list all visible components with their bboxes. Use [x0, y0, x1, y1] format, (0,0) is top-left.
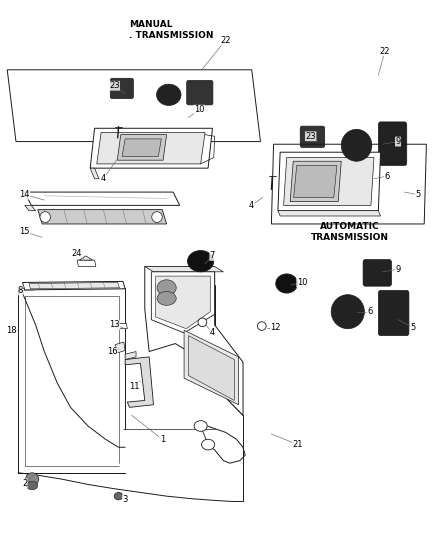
Text: 14: 14 [19, 190, 30, 199]
Ellipse shape [152, 212, 162, 222]
Ellipse shape [258, 322, 266, 330]
Text: 5: 5 [415, 190, 420, 199]
Polygon shape [184, 330, 239, 405]
Polygon shape [25, 192, 180, 205]
Polygon shape [151, 272, 215, 333]
Text: 10: 10 [194, 105, 205, 114]
Text: 4: 4 [101, 174, 106, 183]
Text: 2: 2 [22, 479, 27, 488]
Text: AUTOMATIC
TRANSMISSION: AUTOMATIC TRANSMISSION [311, 222, 389, 241]
Ellipse shape [157, 280, 176, 296]
Polygon shape [278, 152, 381, 211]
Polygon shape [278, 211, 381, 216]
Polygon shape [22, 281, 125, 290]
Ellipse shape [331, 295, 364, 329]
Text: 11: 11 [129, 382, 139, 391]
Text: 22: 22 [220, 36, 231, 45]
Ellipse shape [201, 439, 215, 450]
Ellipse shape [40, 212, 50, 222]
Polygon shape [97, 133, 205, 164]
Text: 18: 18 [6, 326, 17, 335]
Polygon shape [90, 168, 99, 179]
Text: 4: 4 [210, 328, 215, 337]
Text: 23: 23 [109, 81, 120, 90]
Text: 8: 8 [18, 286, 23, 295]
Polygon shape [79, 256, 92, 260]
Text: 21: 21 [292, 440, 303, 449]
Ellipse shape [341, 130, 372, 161]
Text: 6: 6 [367, 307, 372, 316]
Polygon shape [155, 276, 210, 329]
Polygon shape [29, 282, 120, 289]
Ellipse shape [276, 274, 297, 293]
Text: 5: 5 [411, 323, 416, 332]
Text: 22: 22 [380, 47, 390, 55]
Polygon shape [115, 342, 125, 353]
Text: 3: 3 [123, 495, 128, 504]
Text: 15: 15 [19, 228, 30, 237]
FancyBboxPatch shape [378, 122, 407, 165]
FancyBboxPatch shape [378, 290, 409, 336]
FancyBboxPatch shape [363, 260, 392, 286]
Ellipse shape [198, 318, 207, 327]
Ellipse shape [194, 421, 207, 431]
Text: 12: 12 [271, 323, 281, 332]
FancyBboxPatch shape [300, 126, 325, 148]
Polygon shape [90, 128, 212, 168]
Ellipse shape [26, 481, 38, 490]
Text: 13: 13 [109, 320, 120, 329]
Polygon shape [122, 139, 161, 157]
Polygon shape [293, 165, 337, 197]
Ellipse shape [187, 251, 214, 272]
Polygon shape [117, 135, 166, 160]
Polygon shape [290, 161, 341, 201]
Ellipse shape [114, 492, 123, 500]
Polygon shape [25, 205, 35, 211]
Polygon shape [188, 336, 234, 400]
Ellipse shape [156, 84, 181, 106]
Text: 1: 1 [159, 435, 165, 444]
Polygon shape [125, 352, 136, 360]
Text: 24: 24 [72, 249, 82, 258]
Ellipse shape [25, 473, 39, 486]
Polygon shape [125, 357, 153, 407]
Ellipse shape [157, 292, 176, 305]
Polygon shape [118, 324, 127, 329]
Text: 9: 9 [396, 137, 401, 146]
Text: 23: 23 [305, 132, 316, 141]
Text: 6: 6 [385, 172, 390, 181]
FancyBboxPatch shape [187, 80, 213, 105]
FancyBboxPatch shape [110, 78, 134, 99]
Polygon shape [38, 209, 166, 224]
Polygon shape [145, 266, 243, 415]
Text: MANUAL
. TRANSMISSION: MANUAL . TRANSMISSION [130, 20, 214, 39]
Polygon shape [284, 158, 374, 205]
Text: 4: 4 [249, 201, 254, 210]
Text: 10: 10 [297, 278, 307, 287]
Text: 7: 7 [210, 252, 215, 260]
Text: 16: 16 [107, 347, 117, 356]
Text: 9: 9 [396, 265, 401, 273]
Polygon shape [77, 260, 96, 266]
Polygon shape [145, 266, 223, 272]
